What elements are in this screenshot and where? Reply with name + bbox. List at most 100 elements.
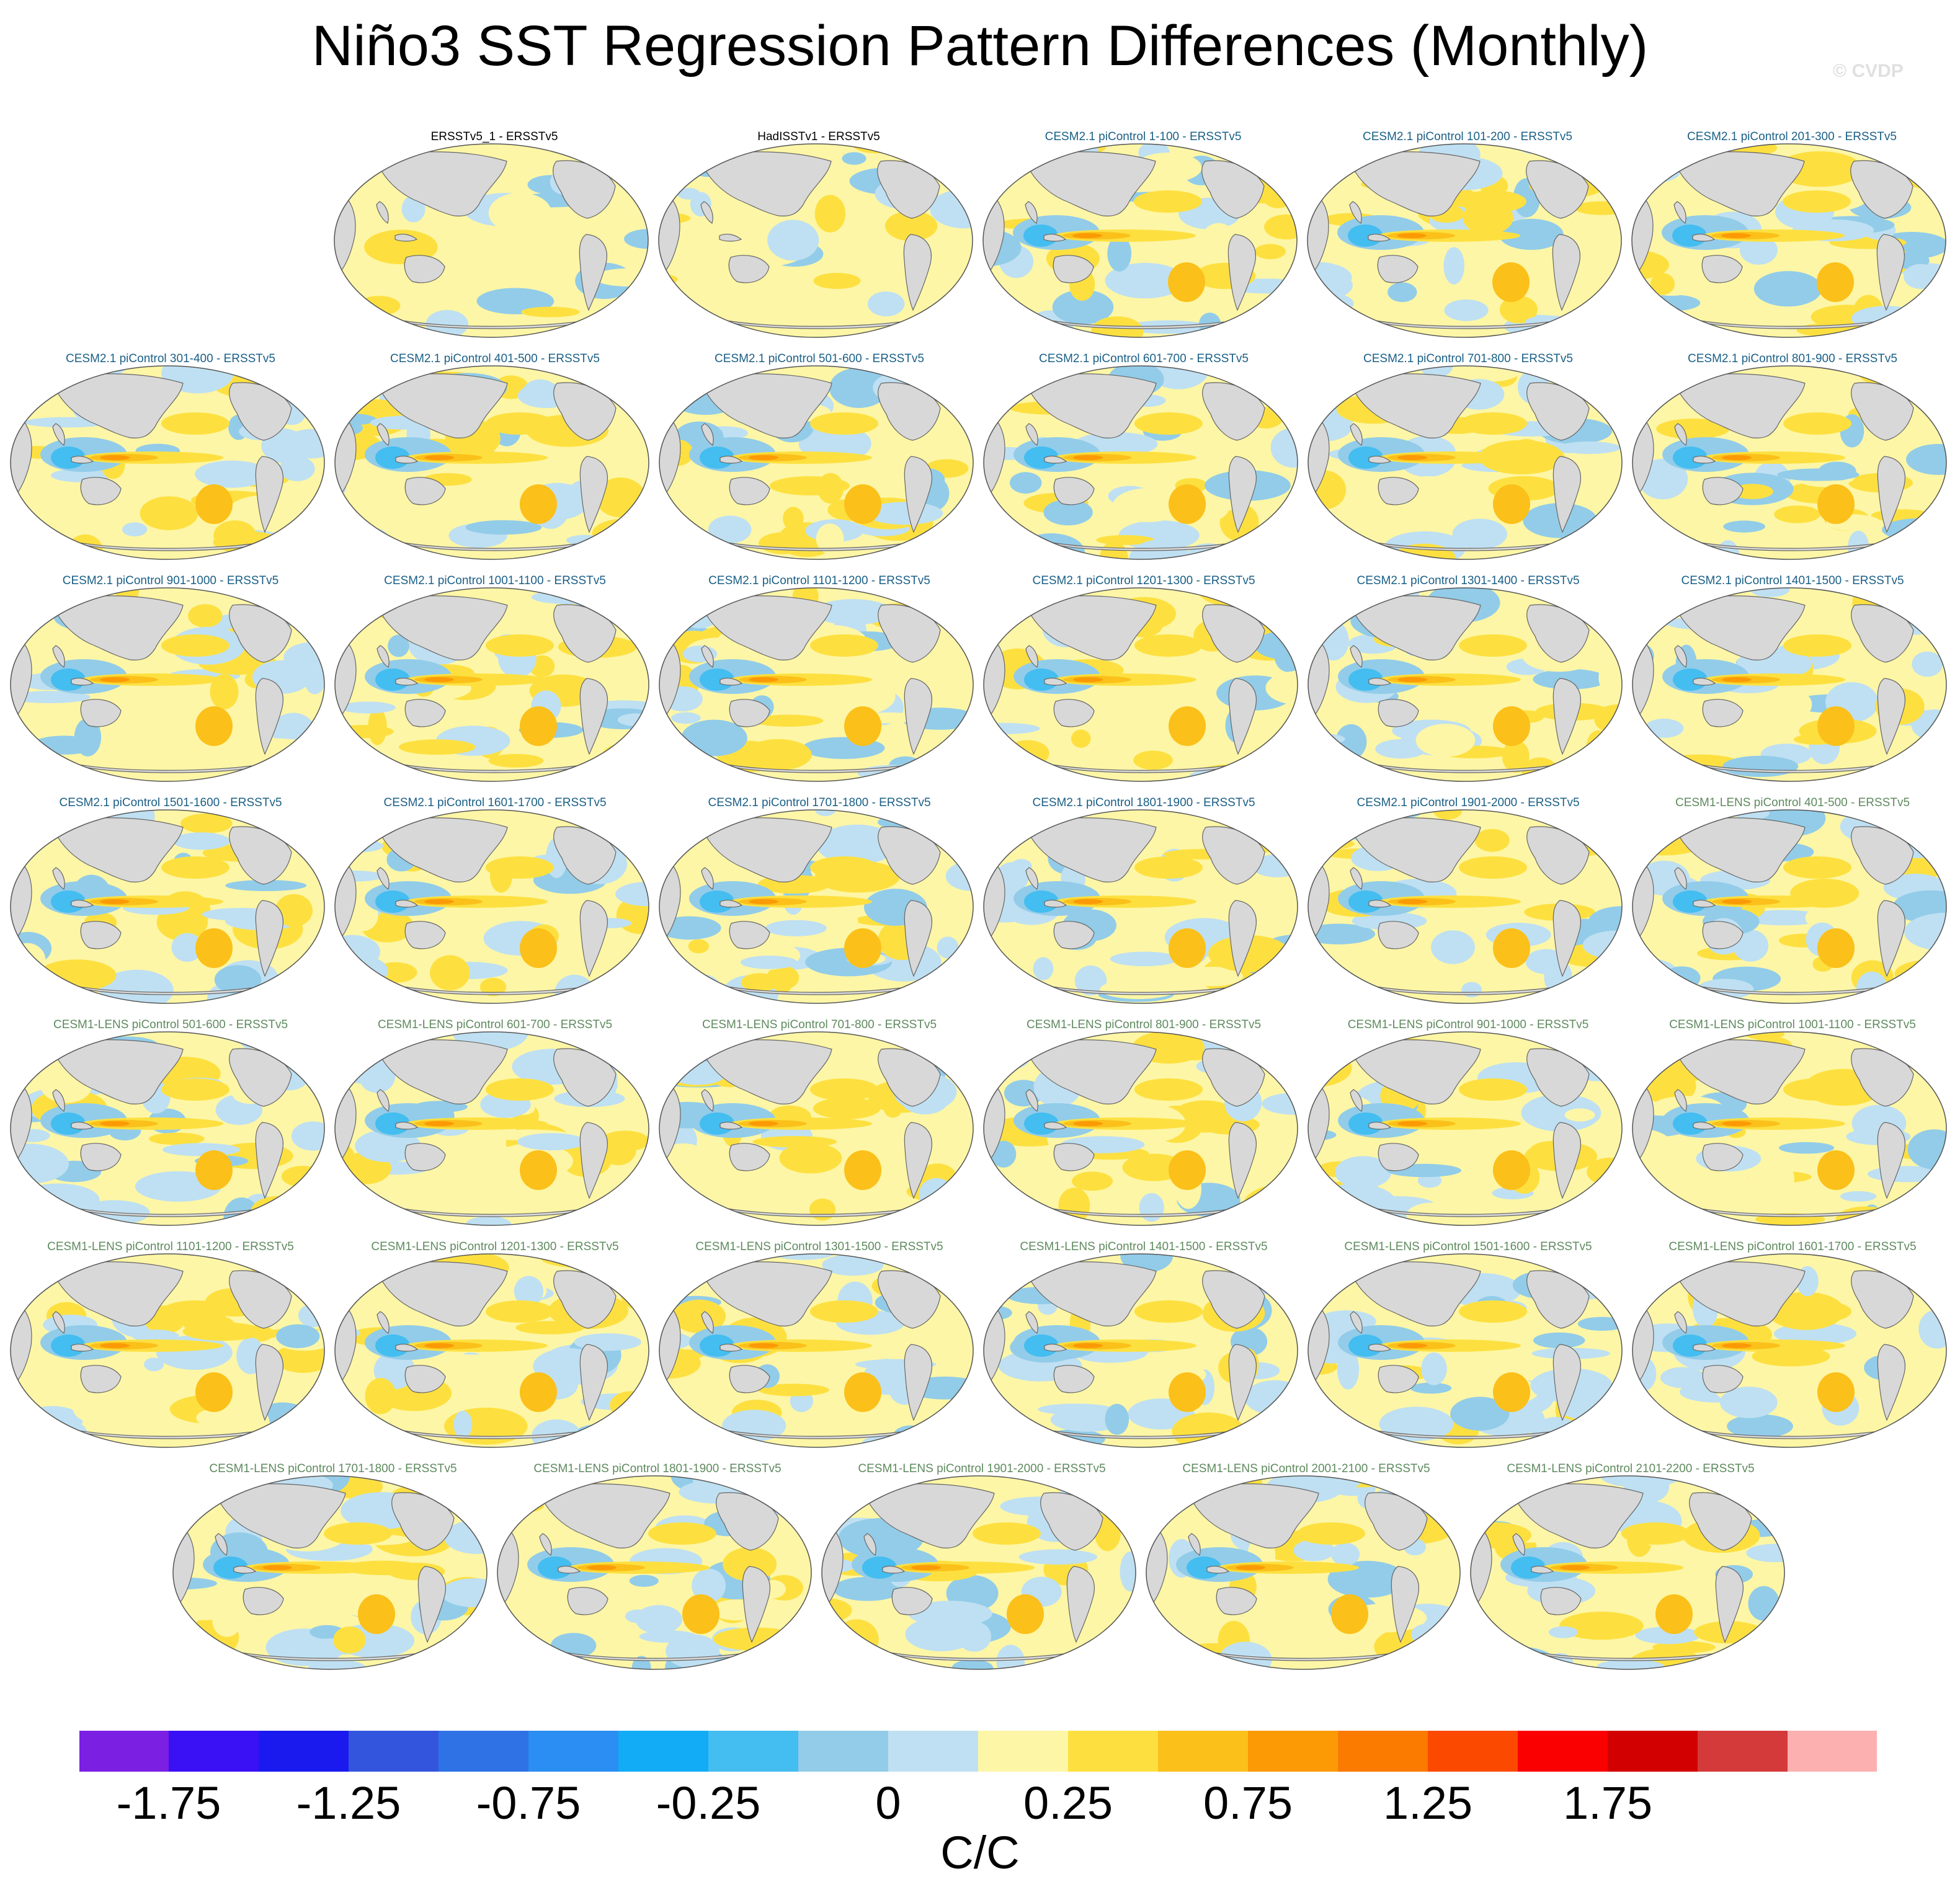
colorbar-tick-label: 1.75 <box>1562 1777 1653 1829</box>
map-panel: CESM1-LENS piControl 1501-1600 - ERSSTv5 <box>1307 1240 1629 1450</box>
sst-anomaly-region <box>1818 461 1856 481</box>
sst-anomaly-region <box>1375 739 1427 759</box>
sst-anomaly-region <box>275 894 313 927</box>
sst-anomaly-region <box>659 1032 700 1044</box>
sst-anomaly-region <box>1901 588 1946 606</box>
sst-anomaly-region <box>236 549 307 559</box>
sst-anomaly-region <box>772 1254 834 1260</box>
sst-anomaly-region <box>1633 988 1685 1003</box>
sst-anomaly-region <box>324 1522 392 1545</box>
continent-greenland <box>939 151 960 166</box>
sst-anomaly-region <box>951 1659 994 1669</box>
sst-anomaly-region <box>27 762 48 781</box>
watermark: © CVDP <box>1833 61 1904 81</box>
sst-anomaly-region <box>195 706 233 746</box>
panel-title: HadISSTv1 - ERSSTv5 <box>757 130 880 143</box>
continent-australia <box>1378 477 1419 505</box>
continent-australia <box>567 1587 608 1615</box>
sst-anomaly-region <box>538 1556 572 1579</box>
sst-anomaly-region <box>1009 472 1042 494</box>
sst-anomaly-region <box>926 1032 950 1058</box>
sst-anomaly-region <box>1348 668 1383 691</box>
sst-anomaly-region <box>210 673 239 709</box>
sst-anomaly-region <box>1499 218 1564 250</box>
map-panel: ERSSTv5_1 - ERSSTv5 <box>333 130 656 340</box>
map-outline <box>659 809 974 1004</box>
sst-anomaly-region <box>375 668 410 691</box>
sst-anomaly-region <box>1419 366 1453 378</box>
panel-title: CESM1-LENS piControl 501-600 - ERSSTv5 <box>53 1018 288 1031</box>
map-panel: CESM2.1 piControl 701-800 - ERSSTv5 <box>1307 352 1629 562</box>
sst-anomaly-region <box>1293 1539 1335 1561</box>
sst-anomaly-region <box>51 446 86 469</box>
sst-anomaly-region <box>708 515 752 544</box>
sst-anomaly-region <box>1492 262 1530 302</box>
sst-difference-map <box>1307 1031 1623 1226</box>
sst-anomaly-region <box>1052 290 1114 325</box>
sst-anomaly-region <box>1722 677 1752 682</box>
sst-anomaly-region <box>1817 1372 1855 1412</box>
continent-greenland <box>1588 1039 1609 1054</box>
sst-anomaly-region <box>262 1565 292 1570</box>
sst-anomaly-region <box>213 1556 248 1579</box>
continent-india <box>1674 423 1687 446</box>
sst-anomaly-region <box>1817 706 1855 746</box>
sst-difference-map <box>334 1031 649 1226</box>
sst-anomaly-region <box>587 312 648 337</box>
map-outline <box>659 1253 974 1448</box>
sst-anomaly-region <box>1073 1121 1103 1126</box>
sst-difference-map <box>659 809 974 1004</box>
continent-greenland <box>1427 1483 1447 1498</box>
sst-anomaly-region <box>1073 677 1103 682</box>
sst-anomaly-region <box>744 739 812 771</box>
continent-australia <box>404 699 446 727</box>
sst-anomaly-region <box>1840 1191 1877 1202</box>
sst-difference-map <box>1631 143 1946 338</box>
continent-australia <box>404 1365 446 1393</box>
colorbar-swatch <box>888 1730 978 1772</box>
map-outline <box>10 809 325 1004</box>
continent-greenland <box>1913 817 1933 832</box>
sst-anomaly-region <box>1308 753 1334 780</box>
continent-india <box>52 1089 65 1112</box>
sst-anomaly-region <box>1191 735 1239 755</box>
sst-anomaly-region <box>814 810 837 817</box>
sst-difference-map <box>983 809 1298 1004</box>
sst-anomaly-region <box>956 505 973 535</box>
continent-greenland <box>940 373 960 388</box>
sst-anomaly-region <box>1388 282 1417 303</box>
continent-indonesia <box>1044 899 1067 908</box>
sst-anomaly-region <box>520 928 557 968</box>
sst-anomaly-region <box>1580 1269 1622 1281</box>
continent-india <box>1188 1533 1201 1556</box>
continent-greenland <box>1751 1483 1771 1498</box>
continent-australia <box>1378 1143 1419 1171</box>
continent-india <box>1512 1533 1525 1556</box>
sst-anomaly-region <box>1168 262 1205 302</box>
map-panel: CESM2.1 piControl 1901-2000 - ERSSTv5 <box>1307 796 1629 1006</box>
map-panel: CESM2.1 piControl 801-900 - ERSSTv5 <box>1631 352 1954 562</box>
continent-indonesia <box>1368 1343 1392 1352</box>
map-outline <box>1632 365 1947 560</box>
continent-india <box>1350 1311 1363 1334</box>
sst-anomaly-region <box>1600 1043 1622 1075</box>
continent-indonesia <box>719 1121 743 1130</box>
sst-anomaly-region <box>597 810 649 832</box>
sst-anomaly-region <box>631 1656 651 1669</box>
sst-anomaly-region <box>1431 930 1475 964</box>
sst-anomaly-region <box>51 668 86 691</box>
sst-anomaly-region <box>1774 505 1820 523</box>
sst-anomaly-region <box>1459 634 1527 657</box>
sst-anomaly-region <box>770 476 850 495</box>
sst-anomaly-region <box>1073 455 1103 460</box>
map-panel: CESM1-LENS piControl 1801-1900 - ERSSTv5 <box>496 1462 819 1672</box>
sst-anomaly-region <box>797 1645 811 1669</box>
continent-greenland <box>940 817 960 832</box>
continent-australia <box>729 921 770 949</box>
continent-south-america <box>579 1344 608 1421</box>
sst-anomaly-region <box>973 1522 1041 1545</box>
sst-anomaly-region <box>340 701 396 714</box>
sst-anomaly-region <box>677 187 700 200</box>
continent-australia <box>1701 255 1743 283</box>
sst-anomaly-region <box>1533 668 1608 690</box>
